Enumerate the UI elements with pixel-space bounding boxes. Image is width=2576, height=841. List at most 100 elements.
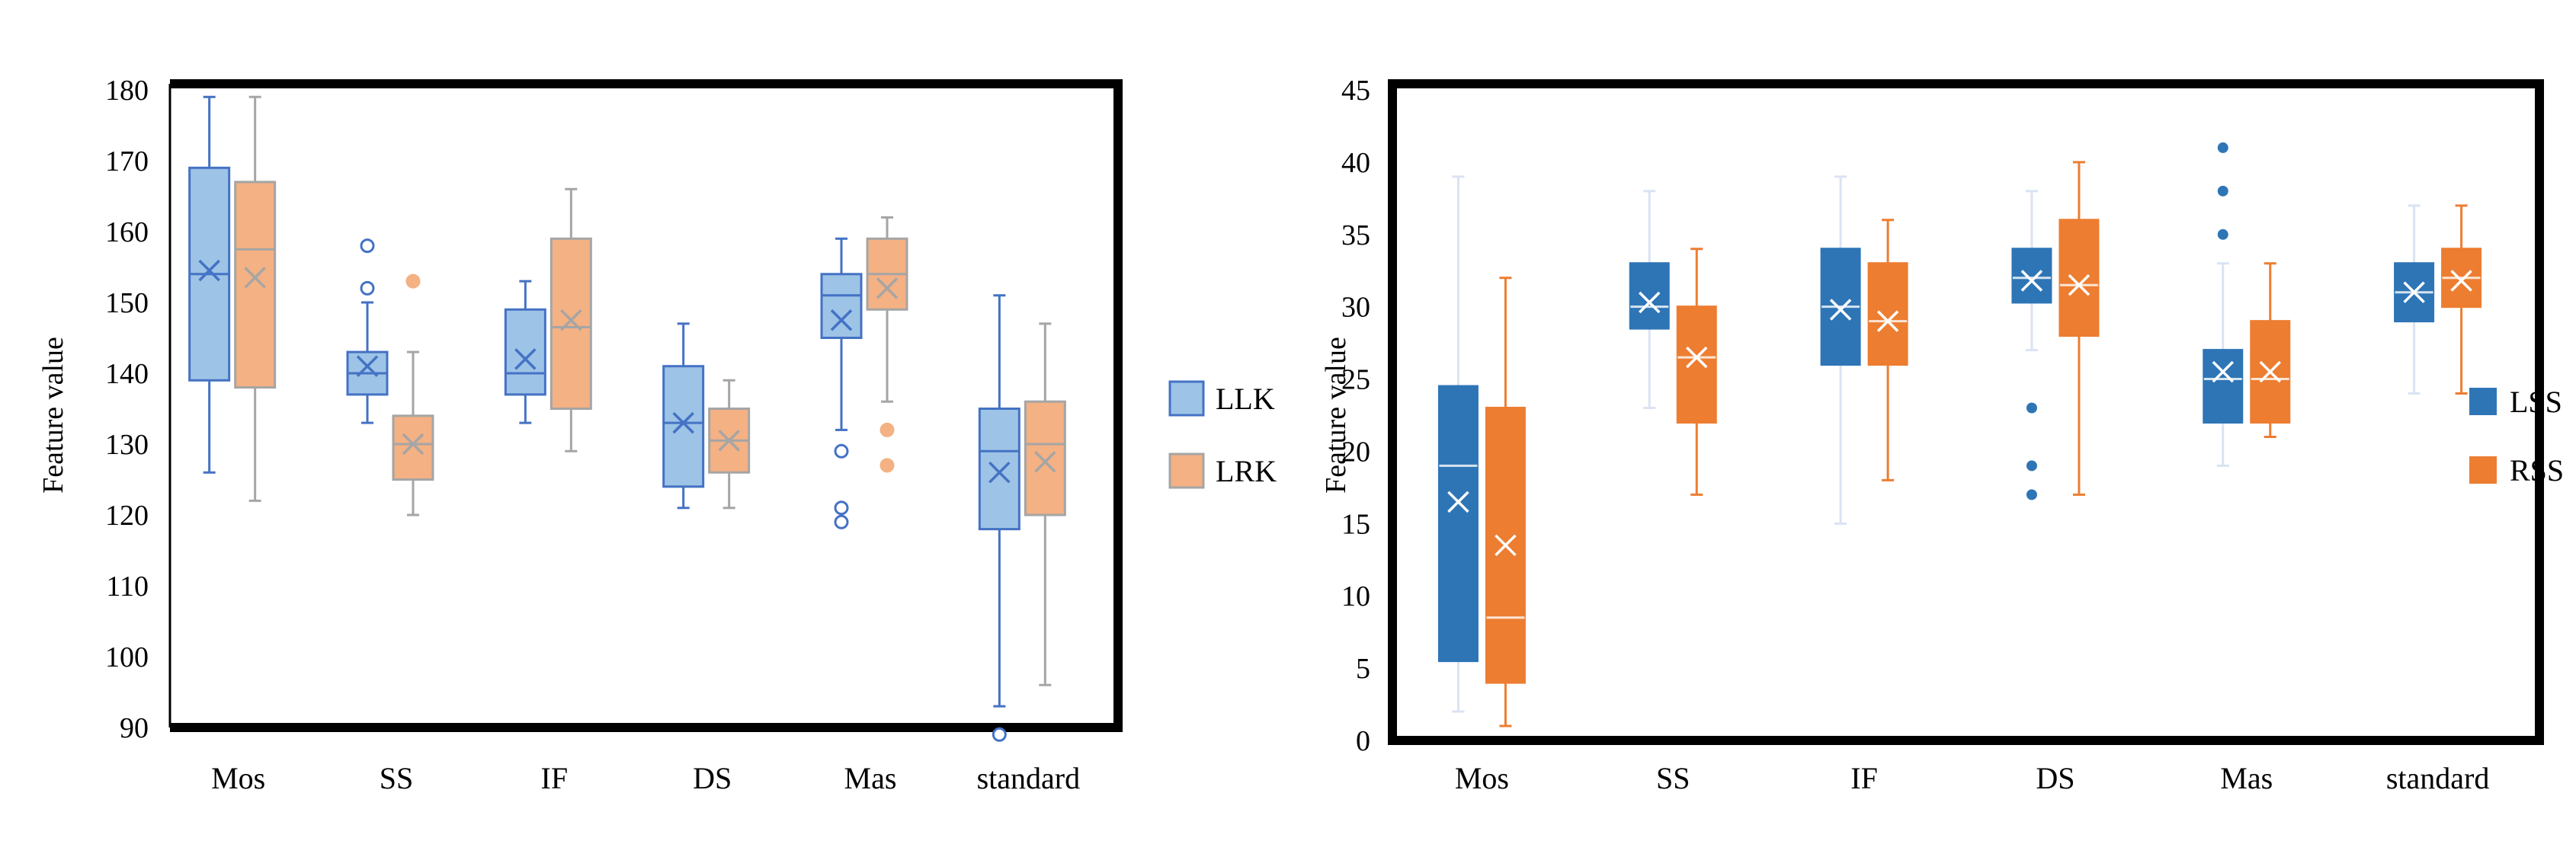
iqr-box xyxy=(662,365,705,488)
box-LSS-SS xyxy=(1629,190,1670,410)
box-RSS-DS xyxy=(2059,161,2100,496)
iqr-box xyxy=(1437,385,1479,663)
box-LLK-standard xyxy=(978,294,1020,742)
mean-marker xyxy=(1447,491,1469,513)
mean-marker xyxy=(2020,270,2043,292)
box-RSS-Mos xyxy=(1485,277,1526,727)
y-tick-label: 20 xyxy=(1341,436,1370,468)
box-RSS-standard xyxy=(2441,204,2482,395)
outlier-point xyxy=(879,458,895,473)
y-tick-label: 100 xyxy=(105,641,149,673)
y-tick-label: 150 xyxy=(105,287,149,319)
legend-swatch xyxy=(2469,456,2497,484)
x-category-label: IF xyxy=(1850,761,1878,795)
x-category-label: Mas xyxy=(2220,761,2273,795)
x-category-label: SS xyxy=(1656,761,1690,795)
mean-marker xyxy=(1034,451,1056,473)
legend-label: LLK xyxy=(1216,382,1275,416)
legend-label: LRK xyxy=(1216,454,1277,488)
y-tick-label: 0 xyxy=(1356,725,1370,757)
mean-marker xyxy=(2068,273,2091,296)
y-tick-label: 130 xyxy=(105,429,149,461)
mean-marker xyxy=(2212,360,2234,383)
legend-swatch xyxy=(2469,388,2497,415)
box-LSS-IF xyxy=(1820,175,1861,525)
iqr-box xyxy=(2059,219,2100,337)
mean-marker xyxy=(1829,299,1852,321)
box-LLK-IF xyxy=(504,280,546,424)
y-tick-label: 5 xyxy=(1356,653,1370,685)
iqr-box xyxy=(234,181,277,389)
iqr-box xyxy=(1024,400,1066,516)
box-LSS-DS xyxy=(2011,190,2052,500)
box-LRK-Mos xyxy=(234,95,277,502)
mean-marker xyxy=(2403,281,2425,303)
box-LRK-Mas xyxy=(866,216,908,473)
iqr-box xyxy=(504,308,546,396)
iqr-box xyxy=(1676,305,1717,424)
box-LLK-DS xyxy=(662,322,705,510)
iqr-box xyxy=(549,237,592,410)
outlier-point xyxy=(2217,229,2228,240)
iqr-box xyxy=(1867,262,1908,366)
outlier-point xyxy=(2217,185,2228,197)
mean-marker xyxy=(1495,534,1517,557)
outlier-point xyxy=(2026,460,2037,472)
mean-marker xyxy=(988,461,1011,484)
x-category-label: DS xyxy=(693,761,732,795)
x-category-label: standard xyxy=(977,761,1081,795)
mean-marker xyxy=(2450,270,2472,292)
iqr-box xyxy=(2203,349,2244,424)
outlier-point xyxy=(405,273,421,289)
box-LLK-Mos xyxy=(188,95,231,474)
outlier-point xyxy=(834,443,849,459)
box-RSS-Mas xyxy=(2250,262,2291,438)
legend-label: LSS xyxy=(2510,385,2562,419)
outlier-point xyxy=(834,514,849,529)
y-tick-label: 45 xyxy=(1341,75,1370,107)
y-tick-label: 15 xyxy=(1341,508,1370,540)
y-tick-label: 10 xyxy=(1341,580,1370,612)
legend-label: RSS xyxy=(2510,453,2564,488)
y-tick-label: 160 xyxy=(105,216,149,248)
box-LSS-Mas xyxy=(2203,142,2244,467)
mean-marker xyxy=(514,348,537,370)
box-LRK-IF xyxy=(549,187,592,452)
outlier-point xyxy=(834,500,849,516)
mean-marker xyxy=(1639,291,1661,314)
y-tick-label: 120 xyxy=(105,500,149,532)
outlier-point xyxy=(2217,142,2228,153)
right-boxplot-chart: 0 5 10 15 20 25 30 35 40 45 Feature value Mos SS IF DS… xyxy=(1320,75,2564,795)
iqr-box xyxy=(392,414,434,481)
y-tick-label: 180 xyxy=(105,75,149,107)
x-category-label: IF xyxy=(541,761,569,795)
mean-marker xyxy=(830,309,853,331)
box-RSS-IF xyxy=(1867,219,1908,481)
y-tick-label: 110 xyxy=(106,571,149,603)
plot-frame xyxy=(1388,79,2544,745)
outlier-point xyxy=(360,238,375,254)
y-tick-label: 30 xyxy=(1341,292,1370,324)
y-tick-label: 90 xyxy=(120,712,149,744)
outlier-point xyxy=(2026,402,2037,414)
outlier-point xyxy=(360,280,375,296)
iqr-box xyxy=(1629,262,1670,330)
y-tick-label: 40 xyxy=(1341,147,1370,179)
iqr-box xyxy=(978,408,1020,531)
y-tick-label: 35 xyxy=(1341,219,1370,251)
y-tick-label: 170 xyxy=(105,145,149,177)
iqr-box xyxy=(2011,248,2052,304)
mean-marker xyxy=(876,277,899,299)
legend-swatch xyxy=(1168,452,1205,489)
x-category-label: Mos xyxy=(1455,761,1509,795)
mean-marker xyxy=(1876,310,1899,332)
box-RSS-SS xyxy=(1676,248,1717,496)
mean-marker xyxy=(718,430,740,452)
outlier-point xyxy=(879,422,895,437)
outlier-point xyxy=(992,727,1007,742)
box-LSS-standard xyxy=(2394,204,2435,395)
x-category-label: Mas xyxy=(844,761,897,795)
legend-swatch xyxy=(1168,380,1205,417)
iqr-box xyxy=(820,273,863,339)
box-LSS-Mos xyxy=(1437,175,1479,713)
